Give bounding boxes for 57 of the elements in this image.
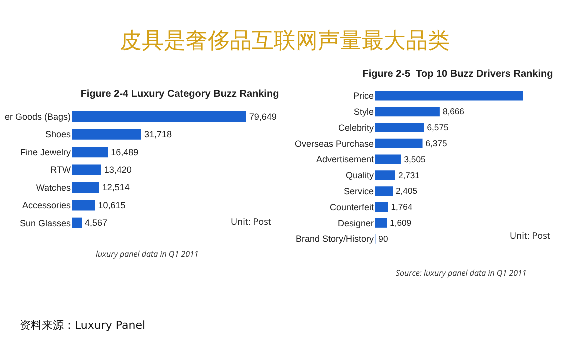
bar — [375, 107, 440, 117]
y-tick-label: Advertisement — [316, 154, 374, 165]
annotation: Unit: Post — [231, 215, 272, 228]
bar — [375, 218, 388, 228]
bar — [375, 138, 423, 148]
y-tick-label: Sun Glasses — [20, 218, 72, 228]
y-tick-label: Counterfeit — [330, 202, 374, 212]
data-label: 1,764 — [391, 202, 413, 212]
bar — [375, 202, 388, 212]
data-label: 10,615 — [98, 200, 126, 210]
bar — [375, 170, 396, 180]
y-tick-label: Service — [344, 186, 374, 196]
text: 皮具是奢侈品互联网声量最大品类 — [119, 28, 451, 56]
y-tick-label: RTW — [50, 165, 72, 176]
data-label: 3,505 — [404, 154, 426, 164]
bar — [72, 112, 246, 122]
data-label: 16,489 — [111, 147, 139, 158]
data-label: 8,666 — [442, 106, 465, 117]
bar — [72, 164, 102, 176]
y-tick-label: Price — [353, 91, 374, 102]
data-label: 13,420 — [104, 165, 132, 175]
data-label: 90 — [378, 234, 388, 244]
bar — [72, 146, 108, 158]
data-label: 1,609 — [390, 218, 412, 228]
data-label: 6,375 — [426, 138, 448, 149]
data-label: 2,405 — [396, 186, 418, 196]
bar — [375, 154, 402, 164]
y-tick-label: Shoes — [45, 130, 72, 140]
data-label: 6,575 — [427, 122, 449, 133]
y-tick-label: er Goods (Bags) — [4, 112, 71, 122]
bar — [375, 122, 424, 133]
data-label: 2,731 — [398, 170, 420, 180]
y-tick-label: Watches — [36, 182, 72, 193]
y-tick-label: Accessories — [22, 200, 72, 211]
text: 资料来源：Luxury Panel — [20, 318, 146, 333]
y-tick-label: Style — [354, 107, 374, 117]
source-note: Source: luxury panel data in Q1 2011 — [396, 268, 527, 279]
y-tick-label: Overseas Purchase — [294, 138, 374, 149]
bar — [375, 91, 523, 101]
bar — [375, 186, 394, 196]
chart-title: Figure 2-5 Top 10 Buzz Drivers Ranking — [362, 69, 554, 80]
annotation: Unit: Post — [510, 229, 551, 242]
y-tick-label: Designer — [338, 218, 374, 228]
y-tick-label: Brand Story/History — [296, 234, 374, 244]
bar — [72, 200, 96, 211]
data-label: 12,514 — [102, 182, 130, 193]
bar — [72, 129, 142, 140]
chart-title: Figure 2-4 Luxury Category Buzz Ranking — [80, 89, 280, 100]
data-label: 31,718 — [144, 130, 172, 140]
text: luxury panel data in Q1 2011 — [96, 249, 199, 260]
data-label: 4,567 — [85, 218, 108, 228]
bar — [72, 218, 82, 228]
y-tick-label: Celebrity — [338, 122, 374, 133]
y-tick-label: Fine Jewelry — [20, 147, 72, 158]
data-label: 79,649 — [249, 112, 277, 122]
bar — [72, 182, 100, 194]
y-tick-label: Quality — [346, 170, 374, 181]
